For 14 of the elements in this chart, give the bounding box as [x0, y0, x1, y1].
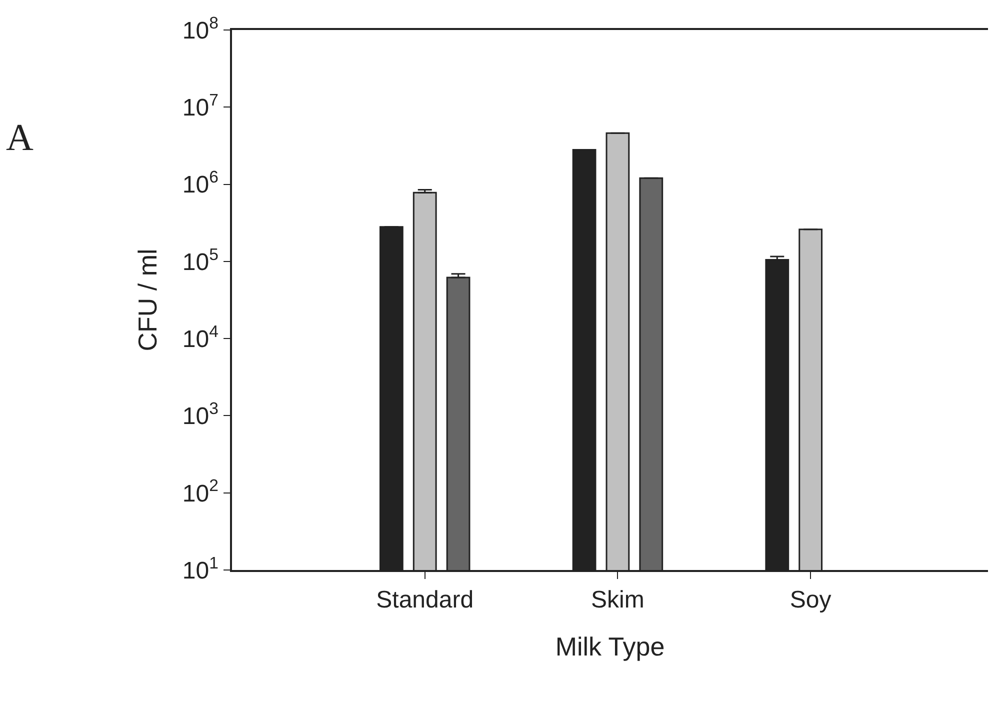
x-tick-label: Standard	[376, 586, 474, 614]
x-tick-label: Skim	[591, 586, 644, 614]
y-tick-label: 10$^{3}$	[182, 399, 218, 430]
y-tick-label: 10$^{1}$	[182, 553, 218, 584]
x-axis-title: Milk Type	[555, 632, 665, 662]
y-tick-label: 10$^{6}$	[182, 168, 218, 199]
y-axis-title: CFU / ml	[132, 248, 162, 352]
y-tick-label: 10$^{5}$	[182, 244, 218, 276]
y-tick-label: 10$^{8}$	[182, 13, 218, 44]
text: A	[6, 117, 34, 159]
x-tick-label: Soy	[790, 586, 832, 614]
y-tick-label: 10$^{4}$	[182, 322, 218, 353]
y-tick-label: 10$^{7}$	[182, 90, 218, 122]
y-tick-label: 10$^{2}$	[182, 476, 218, 508]
